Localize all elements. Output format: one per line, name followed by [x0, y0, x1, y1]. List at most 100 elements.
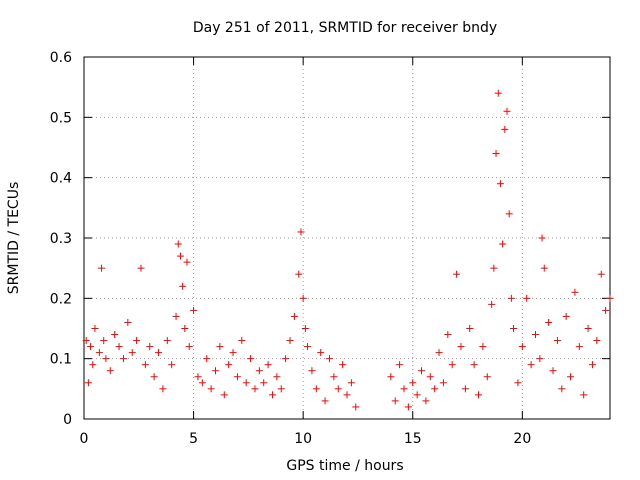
x-tick-label: 0 — [80, 431, 89, 447]
data-point — [391, 397, 399, 405]
data-point — [461, 385, 469, 393]
y-tick-label: 0.3 — [50, 231, 72, 247]
x-tick-label: 5 — [189, 431, 198, 447]
data-point — [339, 361, 347, 369]
data-point — [527, 361, 535, 369]
data-point — [562, 312, 570, 320]
data-point — [124, 318, 132, 326]
data-point — [273, 373, 281, 381]
data-point — [545, 318, 553, 326]
data-point — [111, 331, 119, 339]
data-point — [251, 385, 259, 393]
y-tick-label: 0.1 — [50, 352, 72, 368]
data-point — [87, 343, 95, 351]
data-point — [91, 325, 99, 332]
data-point — [168, 361, 176, 369]
data-point — [304, 343, 312, 351]
data-point — [159, 385, 167, 393]
data-point — [494, 89, 502, 97]
data-point — [268, 391, 276, 399]
y-tick-label: 0 — [63, 412, 72, 428]
data-point — [277, 385, 285, 393]
y-axis-label: SRMTID / TECUs — [6, 182, 22, 295]
data-point — [119, 355, 127, 363]
data-point — [343, 391, 351, 399]
data-point — [220, 391, 228, 399]
data-point — [225, 361, 233, 369]
data-point — [457, 343, 465, 351]
y-tick-label: 0.4 — [50, 171, 72, 187]
data-point — [503, 107, 511, 115]
data-point — [308, 367, 316, 375]
data-point — [264, 361, 272, 369]
data-point — [536, 355, 544, 363]
data-point — [553, 337, 561, 345]
data-point — [584, 325, 592, 332]
data-point — [84, 379, 92, 387]
data-point — [238, 337, 246, 345]
data-point — [422, 397, 430, 405]
gridlines — [84, 57, 610, 419]
tick-labels: 0 0.1 0.2 0.3 0.4 0.5 0.6 0 5 10 15 20 — [50, 50, 532, 447]
data-point — [466, 325, 474, 332]
y-tick-label: 0.2 — [50, 291, 72, 307]
x-tick-label: 15 — [404, 431, 422, 447]
data-point — [479, 343, 487, 351]
data-point — [435, 349, 443, 357]
data-point — [174, 240, 182, 248]
data-point — [588, 361, 596, 369]
data-point — [183, 258, 191, 266]
data-point — [571, 288, 579, 296]
data-point — [282, 355, 290, 363]
data-point — [181, 325, 189, 332]
data-point — [95, 349, 103, 357]
data-point — [597, 270, 605, 278]
data-point — [444, 331, 452, 339]
data-point — [295, 270, 303, 278]
data-point — [247, 355, 255, 363]
data-point — [558, 385, 566, 393]
data-point — [190, 306, 198, 314]
data-point — [470, 361, 478, 369]
data-point — [150, 373, 158, 381]
data-point — [490, 264, 498, 272]
data-point — [400, 385, 408, 393]
y-tick-label: 0.6 — [50, 50, 72, 66]
data-point — [207, 385, 215, 393]
data-point — [523, 294, 531, 302]
data-point — [172, 312, 180, 320]
data-point — [185, 343, 193, 351]
data-point — [505, 210, 513, 218]
data-point — [176, 252, 184, 260]
data-point — [580, 391, 588, 399]
data-point — [155, 349, 163, 357]
data-point — [540, 264, 548, 272]
y-tick-label: 0.5 — [50, 110, 72, 126]
data-point — [260, 379, 268, 387]
data-point — [290, 312, 298, 320]
data-point — [567, 373, 575, 381]
data-point — [606, 294, 614, 302]
data-point — [212, 367, 219, 375]
data-point — [593, 337, 601, 345]
data-point — [325, 355, 333, 363]
data-point — [475, 391, 482, 399]
data-point — [453, 270, 461, 278]
data-point — [439, 379, 447, 387]
data-point — [82, 337, 90, 345]
data-point — [413, 391, 421, 399]
data-point — [229, 349, 237, 357]
data-point — [106, 367, 114, 375]
data-point — [286, 337, 294, 345]
data-point — [426, 373, 434, 381]
data-point — [203, 355, 211, 363]
data-point — [510, 325, 518, 332]
data-point — [137, 264, 145, 272]
data-point — [418, 367, 426, 375]
data-point — [448, 361, 456, 369]
data-point — [128, 349, 136, 357]
x-tick-label: 10 — [294, 431, 312, 447]
data-point — [330, 373, 338, 381]
data-point — [317, 349, 325, 357]
data-point — [141, 361, 149, 369]
